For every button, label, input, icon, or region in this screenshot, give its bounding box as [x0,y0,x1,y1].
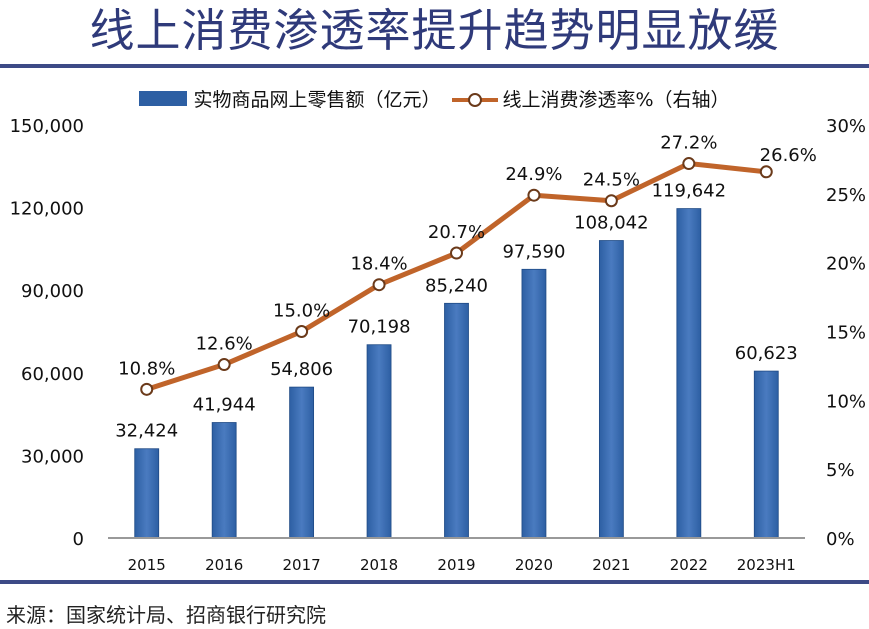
line-value-label: 18.4% [350,254,407,275]
bar-2017 [289,386,315,539]
bar-2020 [521,268,547,539]
line-marker-2020 [527,188,541,202]
line-value-label: 27.2% [660,133,717,154]
bar-2021 [598,240,624,539]
right-axis-tick-label: 15% [826,323,866,344]
right-axis-tick-label: 20% [826,254,866,275]
x-axis-tick-label: 2016 [205,556,243,574]
legend-item-bar: 实物商品网上零售额（亿元） [139,85,440,112]
line-value-label: 24.9% [505,164,562,185]
bar-value-label: 97,590 [502,241,565,262]
left-axis-tick-label: 90,000 [21,281,84,302]
bar-value-label: 32,424 [115,421,178,442]
bar-value-label: 54,806 [270,359,333,380]
title-divider [0,64,869,68]
left-axis-tick-label: 120,000 [10,199,84,220]
bar-2016 [211,422,237,539]
line-value-label: 10.8% [118,358,175,379]
x-axis-tick-label: 2022 [670,556,708,574]
line-marker-2016 [217,358,231,372]
x-axis-tick-label: 2017 [283,556,321,574]
line-value-label: 24.5% [583,170,640,191]
legend-bar-swatch [139,91,188,106]
left-axis-tick-label: 0 [73,529,84,550]
x-axis-tick-label: 2020 [515,556,553,574]
x-axis-tick-label: 2019 [437,556,475,574]
line-marker-2017 [295,325,309,338]
legend: 实物商品网上零售额（亿元） 线上消费渗透率%（右轴） [0,85,869,112]
legend-item-line: 线上消费渗透率%（右轴） [452,85,730,112]
left-axis-tick-label: 60,000 [21,364,84,385]
bar-value-label: 108,042 [574,213,648,234]
bar-value-label: 60,623 [735,343,798,364]
legend-line-label: 线上消费渗透率%（右轴） [502,89,730,111]
x-axis-tick-label: 2021 [592,556,630,574]
bar-2023H1 [753,370,779,539]
line-value-label: 15.0% [273,301,330,322]
x-axis-tick-label: 2015 [128,556,166,574]
bar-value-label: 119,642 [652,181,726,202]
bar-value-label: 85,240 [425,275,488,296]
line-marker-2023H1 [759,165,773,179]
chart-title: 线上消费渗透率提升趋势明显放缓 [89,4,780,57]
legend-bar-label: 实物商品网上零售额（亿元） [193,89,441,111]
bar-2018 [366,344,392,539]
right-axis-tick-label: 5% [826,460,855,481]
x-axis-tick-label: 2023H1 [737,556,796,574]
line-marker-2022 [682,157,696,171]
right-axis-tick-label: 30% [826,116,866,137]
right-axis-tick-label: 25% [826,185,866,206]
line-marker-2015 [140,382,154,396]
line-value-label: 26.6% [760,145,817,166]
bar-value-label: 41,944 [193,395,256,416]
source-note: 来源：国家统计局、招商银行研究院 [6,603,326,627]
line-value-label: 20.7% [428,222,485,243]
line-marker-2018 [372,278,386,292]
left-axis-tick-label: 30,000 [21,446,84,467]
right-axis-tick-label: 0% [826,529,855,550]
right-axis-tick-label: 10% [826,391,866,412]
line-value-label: 12.6% [196,334,253,355]
bar-2019 [444,302,469,539]
line-marker-2021 [604,194,618,208]
footer-divider [0,580,869,584]
line-marker-2019 [450,246,463,260]
bar-2022 [676,208,702,539]
x-axis-tick-label: 2018 [360,556,398,574]
bar-2015 [134,448,160,539]
left-axis-tick-label: 150,000 [10,116,84,137]
legend-line-swatch [452,92,499,107]
bar-value-label: 70,198 [348,317,411,338]
